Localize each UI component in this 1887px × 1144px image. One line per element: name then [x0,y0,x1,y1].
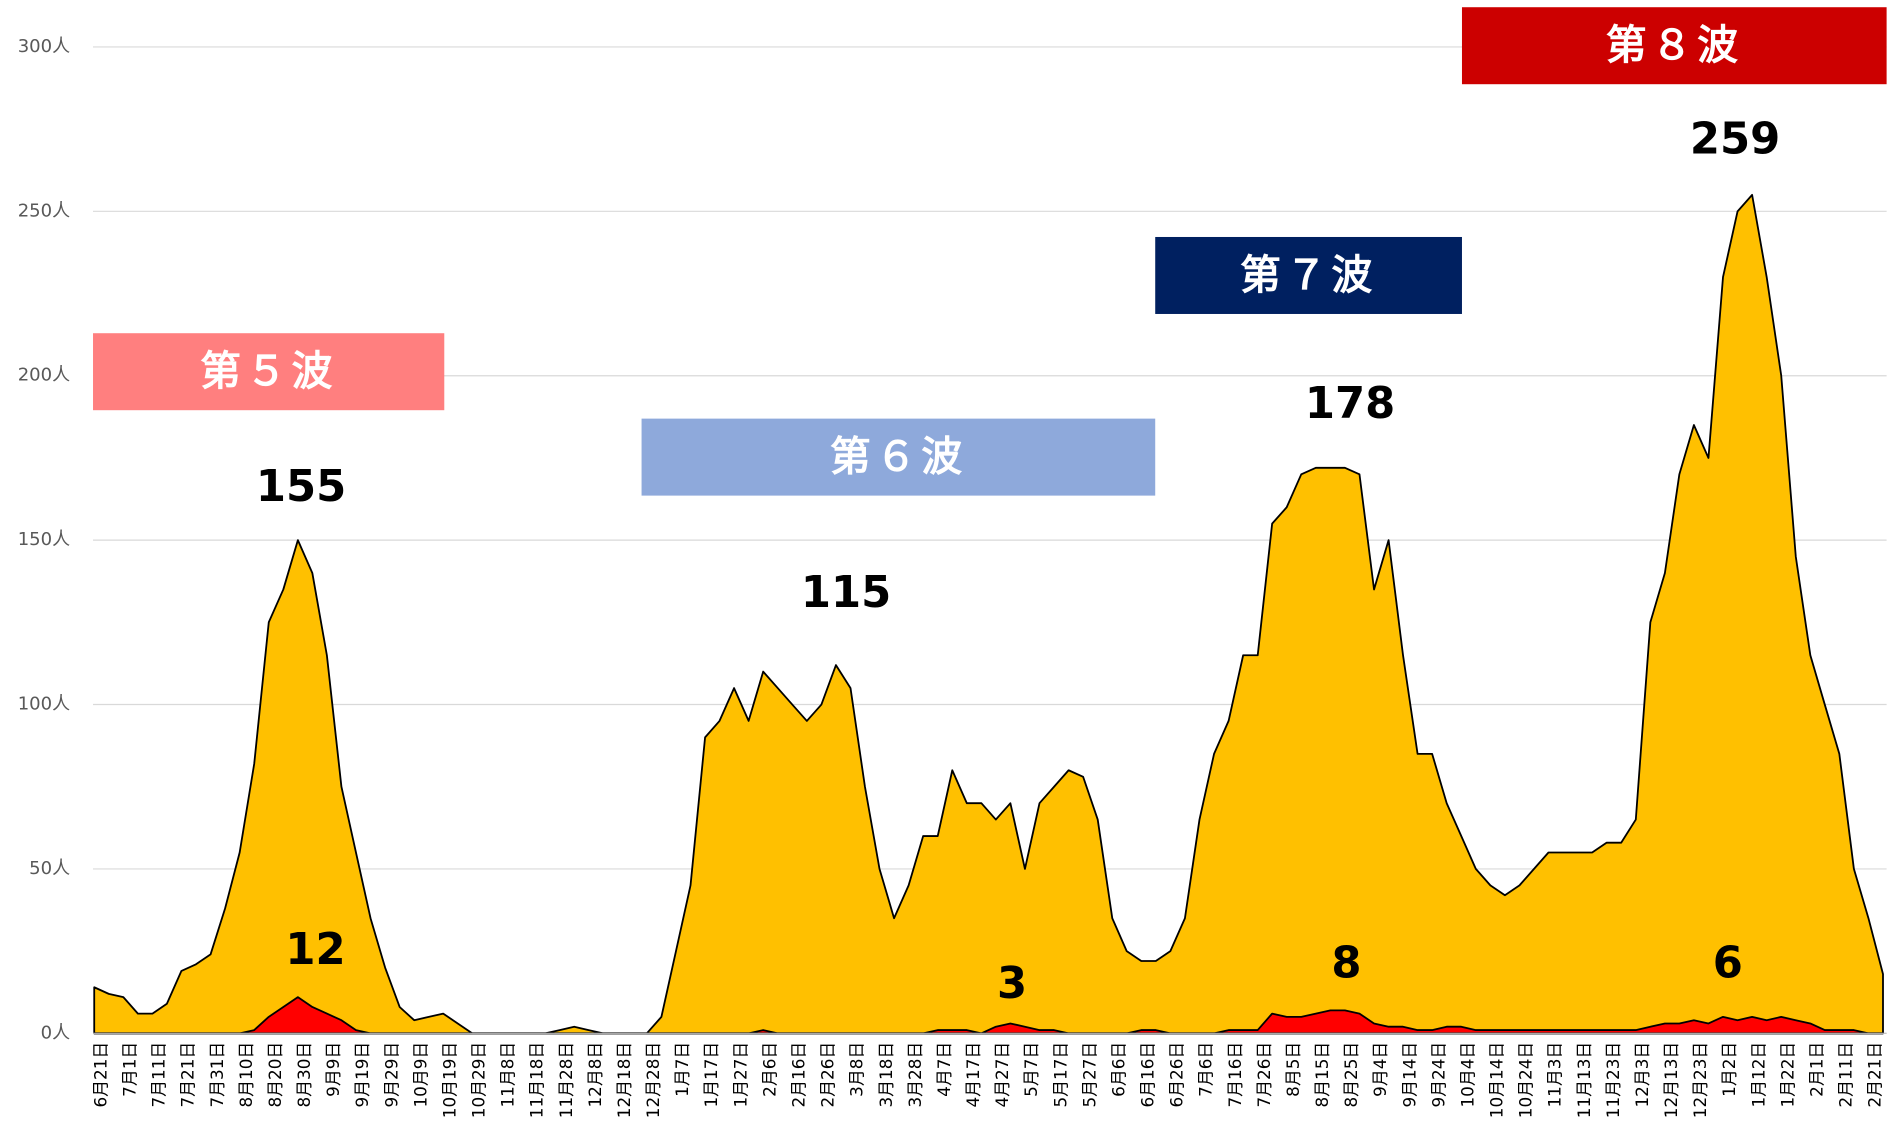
x-tick-label: 10月14日 [1487,1042,1507,1118]
x-tick-label: 2月21日 [1865,1042,1885,1108]
x-tick-label: 7月26日 [1254,1042,1274,1108]
x-tick-label: 1月22日 [1777,1042,1797,1108]
annotation: 259 [1690,114,1780,164]
x-tick-label: 12月23日 [1690,1042,1710,1118]
x-tick-label: 1月7日 [672,1042,692,1097]
x-tick-label: 8月15日 [1312,1042,1332,1108]
y-tick-label: 0人 [41,1022,71,1043]
x-tick-label: 11月13日 [1574,1042,1594,1118]
x-tick-label: 11月8日 [498,1042,518,1108]
x-tick-label: 2月16日 [788,1042,808,1108]
x-tick-label: 9月4日 [1370,1042,1390,1097]
y-tick-label: 250人 [18,200,70,221]
x-tick-label: 9月14日 [1399,1042,1419,1108]
x-tick-label: 11月28日 [556,1042,576,1118]
x-tick-label: 12月18日 [614,1042,634,1118]
x-tick-label: 4月17日 [963,1042,983,1108]
x-tick-label: 1月17日 [701,1042,721,1108]
x-tick-label: 7月1日 [120,1042,140,1097]
x-tick-label: 6月16日 [1138,1042,1158,1108]
annotation: 3 [997,959,1027,1009]
wave-label: 第８波 [1606,21,1743,69]
x-tick-label: 10月9日 [410,1042,430,1108]
wave-box [1461,7,1887,85]
x-tick-label: 10月24日 [1516,1042,1536,1118]
x-tick-label: 2月1日 [1807,1042,1827,1097]
x-tick-label: 7月16日 [1225,1042,1245,1108]
wave-label: 第６波 [830,433,967,481]
y-tick-label: 150人 [18,529,70,550]
x-tick-label: 7月6日 [1196,1042,1216,1097]
x-tick-label: 12月28日 [643,1042,663,1118]
wave-box [93,333,445,411]
y-tick-label: 300人 [18,36,70,57]
x-tick-label: 10月4日 [1457,1042,1477,1108]
annotation: 6 [1713,938,1743,988]
x-tick-label: 6月21日 [90,1042,110,1108]
x-tick-label: 8月25日 [1341,1042,1361,1108]
x-tick-label: 6月26日 [1167,1042,1187,1108]
x-tick-label: 12月8日 [585,1042,605,1108]
x-tick-label: 11月23日 [1603,1042,1623,1118]
y-tick-label: 100人 [18,694,70,715]
x-tick-label: 8月20日 [265,1042,285,1108]
x-tick-label: 10月19日 [439,1042,459,1118]
x-tick-label: 1月2日 [1719,1042,1739,1097]
x-tick-label: 9月29日 [381,1042,401,1108]
x-tick-label: 5月27日 [1079,1042,1099,1108]
wave-box [641,418,1156,496]
x-tick-label: 1月27日 [730,1042,750,1108]
wave-label: 第５波 [200,347,337,395]
annotation: 12 [285,925,345,975]
x-tick-label: 6月6日 [1108,1042,1128,1097]
x-tick-label: 3月8日 [847,1042,867,1097]
x-tick-label: 9月24日 [1428,1042,1448,1108]
x-tick-label: 7月31日 [207,1042,227,1108]
x-tick-label: 4月27日 [992,1042,1012,1108]
x-tick-label: 2月11日 [1836,1042,1856,1108]
x-tick-label: 9月9日 [323,1042,343,1097]
x-tick-label: 3月28日 [905,1042,925,1108]
x-tick-label: 9月19日 [352,1042,372,1108]
x-tick-label: 12月3日 [1632,1042,1652,1108]
x-tick-label: 5月7日 [1021,1042,1041,1097]
x-tick-label: 10月29日 [469,1042,489,1118]
wave-box [1155,236,1462,314]
x-tick-label: 11月18日 [527,1042,547,1118]
annotation: 178 [1305,379,1395,429]
y-tick-label: 50人 [29,858,70,879]
x-tick-label: 12月13日 [1661,1042,1681,1118]
x-tick-label: 3月18日 [876,1042,896,1108]
x-tick-label: 8月5日 [1283,1042,1303,1097]
x-tick-label: 8月30日 [294,1042,314,1108]
x-tick-label: 8月10日 [236,1042,256,1108]
x-tick-label: 1月12日 [1748,1042,1768,1108]
annotation: 115 [801,568,891,618]
x-tick-label: 7月21日 [178,1042,198,1108]
x-tick-label: 2月26日 [818,1042,838,1108]
x-tick-label: 2月6日 [759,1042,779,1097]
annotation: 155 [256,462,346,512]
x-tick-label: 4月7日 [934,1042,954,1097]
wave-label: 第７波 [1240,251,1377,299]
y-tick-label: 200人 [18,365,70,386]
annotation: 8 [1331,938,1361,988]
x-tick-label: 11月3日 [1545,1042,1565,1108]
x-tick-label: 5月17日 [1050,1042,1070,1108]
area [93,193,1884,1035]
x-tick-label: 7月11日 [149,1042,169,1108]
